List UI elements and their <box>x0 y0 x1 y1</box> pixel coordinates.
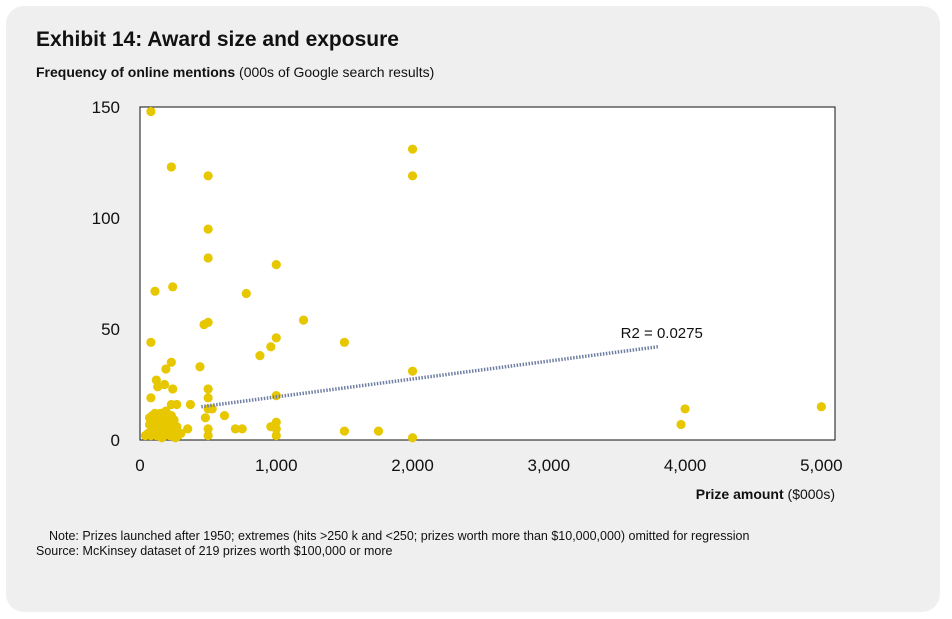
x-tick-label: 5,000 <box>800 456 843 475</box>
y-tick-label: 50 <box>101 320 120 339</box>
data-point <box>185 399 196 410</box>
x-tick-label: 3,000 <box>528 456 571 475</box>
data-point <box>373 426 384 436</box>
y-tick-label: 150 <box>92 98 120 117</box>
data-point <box>172 399 182 410</box>
data-point <box>140 430 151 441</box>
data-point <box>407 144 418 154</box>
data-point <box>230 424 240 434</box>
x-tick-label: 1,000 <box>255 456 298 475</box>
plot-area <box>139 106 836 441</box>
data-point <box>146 337 156 347</box>
data-point <box>207 404 217 414</box>
data-point <box>219 410 230 421</box>
data-point <box>146 106 156 117</box>
data-point <box>676 419 686 430</box>
data-point <box>161 364 171 374</box>
data-point <box>172 422 182 432</box>
data-point <box>339 426 350 436</box>
y-tick-label: 0 <box>111 431 120 450</box>
data-point <box>271 260 281 270</box>
data-point <box>680 404 690 414</box>
data-point <box>203 430 213 441</box>
x-axis-label-bold: Prize amount <box>696 486 784 502</box>
footnotes: Note: Prizes launched after 1950; extrem… <box>36 529 749 559</box>
data-point <box>407 171 418 181</box>
data-point <box>150 286 160 296</box>
data-point <box>266 342 276 352</box>
data-point <box>159 379 170 390</box>
data-point <box>168 384 178 394</box>
r2-annotation: R2 = 0.0275 <box>621 325 703 342</box>
data-point <box>166 357 176 367</box>
data-point <box>407 366 418 376</box>
data-point <box>176 428 186 438</box>
data-point <box>203 384 213 394</box>
chart-subtitle: Frequency of online mentions (000s of Go… <box>36 64 434 80</box>
subtitle-rest: (000s of Google search results) <box>235 64 435 80</box>
data-point <box>203 253 213 263</box>
note-text: Note: Prizes launched after 1950; extrem… <box>49 529 750 543</box>
y-tick-label: 100 <box>92 209 120 228</box>
chart-title: Exhibit 14: Award size and exposure <box>36 28 399 51</box>
data-point <box>166 162 176 172</box>
data-point <box>203 424 213 434</box>
data-point <box>816 402 826 412</box>
x-axis-label: Prize amount ($000s) <box>696 486 835 502</box>
data-point <box>195 362 205 372</box>
x-tick-label: 2,000 <box>391 456 434 475</box>
x-axis-label-rest: ($000s) <box>784 486 835 502</box>
data-point <box>271 424 281 434</box>
data-point <box>339 337 350 347</box>
data-point <box>203 171 213 181</box>
data-point <box>271 417 281 427</box>
x-tick-label: 0 <box>135 456 144 475</box>
data-point <box>271 333 281 343</box>
x-tick-label: 4,000 <box>664 456 707 475</box>
data-point <box>199 319 209 330</box>
subtitle-bold: Frequency of online mentions <box>36 64 236 80</box>
data-point <box>200 413 211 423</box>
data-point <box>203 224 213 234</box>
data-point <box>298 315 309 325</box>
data-point <box>407 433 418 443</box>
data-point <box>255 351 265 361</box>
data-point <box>168 282 178 292</box>
data-point <box>183 424 193 434</box>
data-point <box>203 393 213 403</box>
data-point <box>146 393 156 403</box>
source-text: Source: McKinsey dataset of 219 prizes w… <box>36 544 393 558</box>
data-point <box>237 424 247 434</box>
data-point <box>241 288 251 299</box>
data-point <box>271 430 281 441</box>
